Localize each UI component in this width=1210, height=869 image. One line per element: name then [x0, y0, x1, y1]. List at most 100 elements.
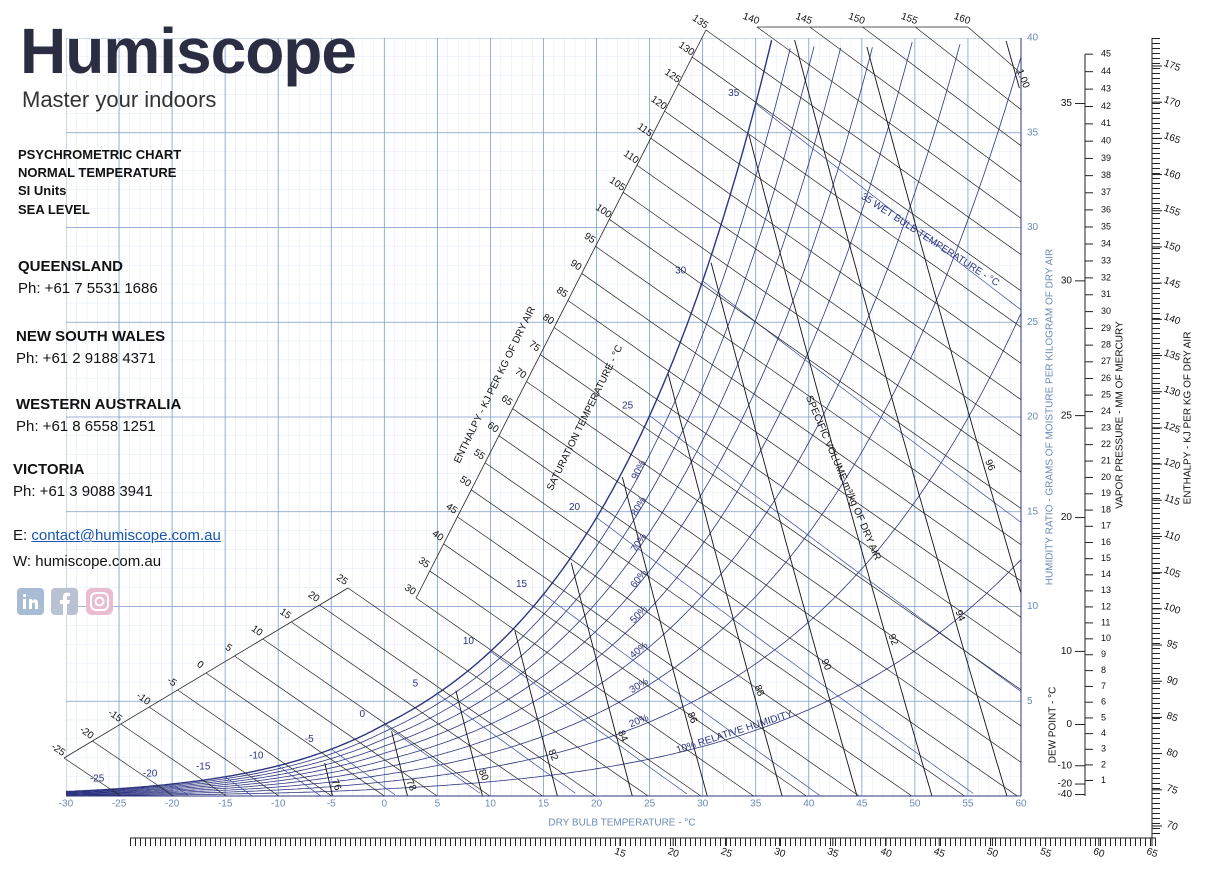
- vapor-tick-label: 18: [1101, 504, 1111, 514]
- vapor-tick-label: 20: [1101, 472, 1111, 482]
- specific-volume-label: 96: [982, 458, 997, 473]
- wet-bulb-line: [490, 651, 688, 795]
- vapor-tick-label: 7: [1101, 681, 1106, 691]
- chart-info: SEA LEVEL: [18, 202, 90, 217]
- region: QUEENSLAND: [18, 258, 124, 275]
- specific-volume-label: 90: [819, 657, 834, 672]
- saturation-temp-label: 35: [728, 88, 740, 99]
- enthalpy-right-label: 80: [1165, 747, 1180, 761]
- rh-curve: [66, 46, 815, 793]
- enthalpy-bottom-label: 60: [1092, 846, 1107, 860]
- vapor-tick-label: 22: [1101, 439, 1111, 449]
- enthalpy-line: [262, 638, 491, 797]
- specific-volume-label: 92: [885, 632, 900, 647]
- saturation-temp-label: 0: [360, 709, 366, 720]
- chart-info: PSYCHROMETRIC CHART: [18, 147, 182, 162]
- x-tick-label: 55: [962, 799, 974, 810]
- enthalpy-bottom-label: 15: [613, 846, 628, 860]
- x-tick-label: 45: [856, 799, 868, 810]
- dew-point-label: -20: [1058, 779, 1073, 790]
- enthalpy-right-label: 125: [1162, 420, 1182, 436]
- vapor-tick-label: 32: [1101, 272, 1111, 282]
- enthalpy-line: [234, 655, 438, 797]
- vapor-tick-label: 25: [1101, 389, 1111, 399]
- enthalpy-line: [149, 706, 280, 797]
- vapor-tick-label: 24: [1101, 406, 1111, 416]
- x-tick-label: 5: [435, 799, 441, 810]
- wet-bulb-line: [277, 765, 321, 796]
- vapor-tick-label: 10: [1101, 633, 1111, 643]
- rh-curve: [66, 313, 1021, 796]
- vapor-tick-label: 36: [1101, 204, 1111, 214]
- saturation-temp-label: 5: [413, 678, 419, 689]
- wet-bulb-line: [384, 724, 481, 794]
- dew-point-label: -40: [1058, 789, 1073, 800]
- phone: Ph: +61 2 9188 4371: [16, 350, 156, 367]
- region: WESTERN AUSTRALIA: [16, 396, 182, 413]
- saturation-temp-label: 15: [516, 579, 528, 590]
- phone: Ph: +61 8 6558 1251: [16, 418, 156, 435]
- enthalpy-line: [443, 543, 807, 797]
- enthalpy-label: 135: [690, 13, 710, 32]
- specific-volume-label: 80: [476, 768, 491, 783]
- enthalpy-line: [636, 164, 1022, 437]
- enthalpy-right-label: 100: [1162, 601, 1182, 617]
- wet-bulb-line: [224, 776, 252, 796]
- enthalpy-label: 160: [952, 11, 972, 27]
- enthalpy-bottom-label: 25: [719, 846, 734, 860]
- email-link[interactable]: contact@humiscope.com.au: [31, 527, 221, 544]
- rh-curve: [66, 41, 913, 795]
- enthalpy-bottom-label: 65: [1145, 846, 1160, 860]
- x-tick-label: -30: [59, 799, 74, 810]
- chart-info: NORMAL TEMPERATURE: [18, 165, 177, 180]
- enthalpy-right-label: 155: [1162, 203, 1182, 219]
- x-tick-label: -25: [112, 799, 127, 810]
- specific-volume-line: [324, 762, 334, 796]
- y-tick-label: 10: [1027, 601, 1039, 612]
- x-tick-label: 10: [485, 799, 497, 810]
- specific-volume-label: 82: [545, 748, 560, 763]
- enthalpy-right-label: 90: [1165, 674, 1180, 688]
- rh-curve: [66, 48, 791, 793]
- enthalpy-line: [526, 381, 1022, 727]
- enthalpy-bottom-label: 30: [772, 846, 787, 860]
- vapor-tick-label: 1: [1101, 775, 1106, 785]
- enthalpy-label: 5: [223, 642, 234, 654]
- y-tick-label: 20: [1027, 412, 1039, 423]
- enthalpy-bottom-label: 20: [666, 846, 681, 860]
- enthalpy-label: -25: [49, 741, 68, 759]
- vapor-tick-label: 17: [1101, 521, 1111, 531]
- enthalpy-right-label: 110: [1163, 529, 1182, 545]
- vapor-tick-label: 42: [1101, 101, 1111, 111]
- vapor-tick-label: 19: [1101, 488, 1111, 498]
- email-line: E: contact@humiscope.com.au: [13, 527, 221, 544]
- specific-volume-label: 84: [615, 729, 630, 744]
- enthalpy-label: 0: [194, 659, 205, 671]
- enthalpy-line: [63, 757, 121, 797]
- specific-volume-line: [455, 690, 483, 796]
- x-tick-label: 35: [750, 799, 762, 810]
- enthalpy-line: [705, 29, 1022, 255]
- enthalpy-line: [678, 83, 1022, 328]
- enthalpy-right-label: 175: [1162, 58, 1182, 74]
- saturation-temp-label: 25: [622, 400, 634, 411]
- tagline: Master your indoors: [22, 87, 217, 112]
- enthalpy-line: [609, 219, 1022, 509]
- saturation-curve: [65, 40, 773, 793]
- enthalpy-line: [650, 137, 1022, 400]
- vapor-tick-label: 9: [1101, 649, 1106, 659]
- enthalpy-right-label: 120: [1162, 456, 1182, 472]
- vapor-tick-label: 26: [1101, 373, 1111, 383]
- saturation-temp-label: -20: [143, 769, 158, 780]
- dew-point-label: 20: [1061, 512, 1073, 523]
- specific-volume-label: 76: [329, 778, 344, 793]
- vapor-tick-label: 6: [1101, 697, 1106, 707]
- brand-logo: Humiscope: [20, 15, 357, 87]
- x-tick-label: 25: [644, 799, 656, 810]
- enthalpy-right-label: 115: [1163, 493, 1182, 509]
- dew-point-label: 30: [1061, 275, 1073, 286]
- vapor-tick-label: 8: [1101, 665, 1106, 675]
- wet-bulb-line: [331, 748, 396, 795]
- vapor-tick-label: 33: [1101, 255, 1111, 265]
